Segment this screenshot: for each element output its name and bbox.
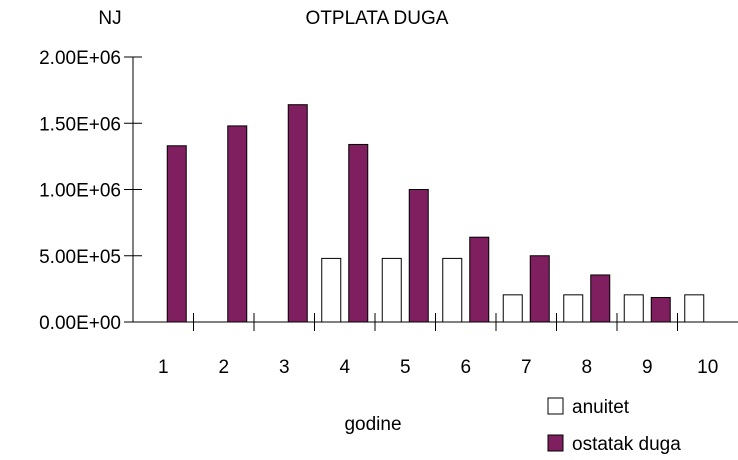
x-tick-label: 10 [697, 357, 718, 378]
bar-ostatak-duga [348, 143, 369, 323]
chart-title: OTPLATA DUGA [306, 8, 449, 29]
bar-ostatak-duga [287, 104, 308, 323]
bar-anuitet [442, 257, 463, 323]
y-axis-label: NJ [98, 8, 121, 29]
legend-swatch [547, 434, 564, 452]
x-tick-label: 8 [581, 357, 592, 378]
bar-ostatak-duga [650, 296, 671, 323]
bar-ostatak-duga [166, 145, 187, 323]
bar-anuitet [321, 257, 342, 323]
legend-label: ostatak duga [572, 434, 681, 455]
bar-ostatak-duga [408, 189, 429, 323]
y-tick-label: 1.50E+06 [39, 114, 121, 135]
x-tick-label: 9 [642, 357, 653, 378]
x-tick-label: 5 [400, 357, 411, 378]
bar-anuitet [563, 294, 584, 323]
x-tick-label: 6 [460, 357, 471, 378]
bar-anuitet [502, 294, 523, 323]
bar-anuitet [623, 294, 644, 323]
legend-swatch [547, 397, 564, 415]
x-tick-label: 1 [158, 357, 169, 378]
legend-label: anuitet [572, 397, 630, 418]
x-tick-label: 4 [339, 357, 350, 378]
bar-ostatak-duga [469, 236, 490, 323]
bar-ostatak-duga [590, 274, 611, 323]
bar-ostatak-duga [529, 255, 550, 323]
bar-anuitet [381, 257, 402, 323]
x-tick-label: 7 [521, 357, 532, 378]
legend: anuitet ostatak duga [547, 397, 681, 455]
y-tick-label: 1.00E+06 [39, 181, 121, 202]
y-tick-label: 5.00E+05 [39, 247, 121, 268]
x-axis-label: godine [344, 414, 401, 435]
y-tick-label: 2.00E+06 [39, 48, 121, 69]
bar-anuitet [684, 294, 705, 323]
y-tick-label: 0.00E+00 [39, 313, 121, 334]
x-tick-label: 3 [279, 357, 290, 378]
bar-ostatak-duga [227, 125, 248, 323]
x-tick-label: 2 [218, 357, 229, 378]
plot-area: 0.00E+00 5.00E+05 1.00E+06 1.50E+06 2.00E+06… [39, 48, 738, 378]
